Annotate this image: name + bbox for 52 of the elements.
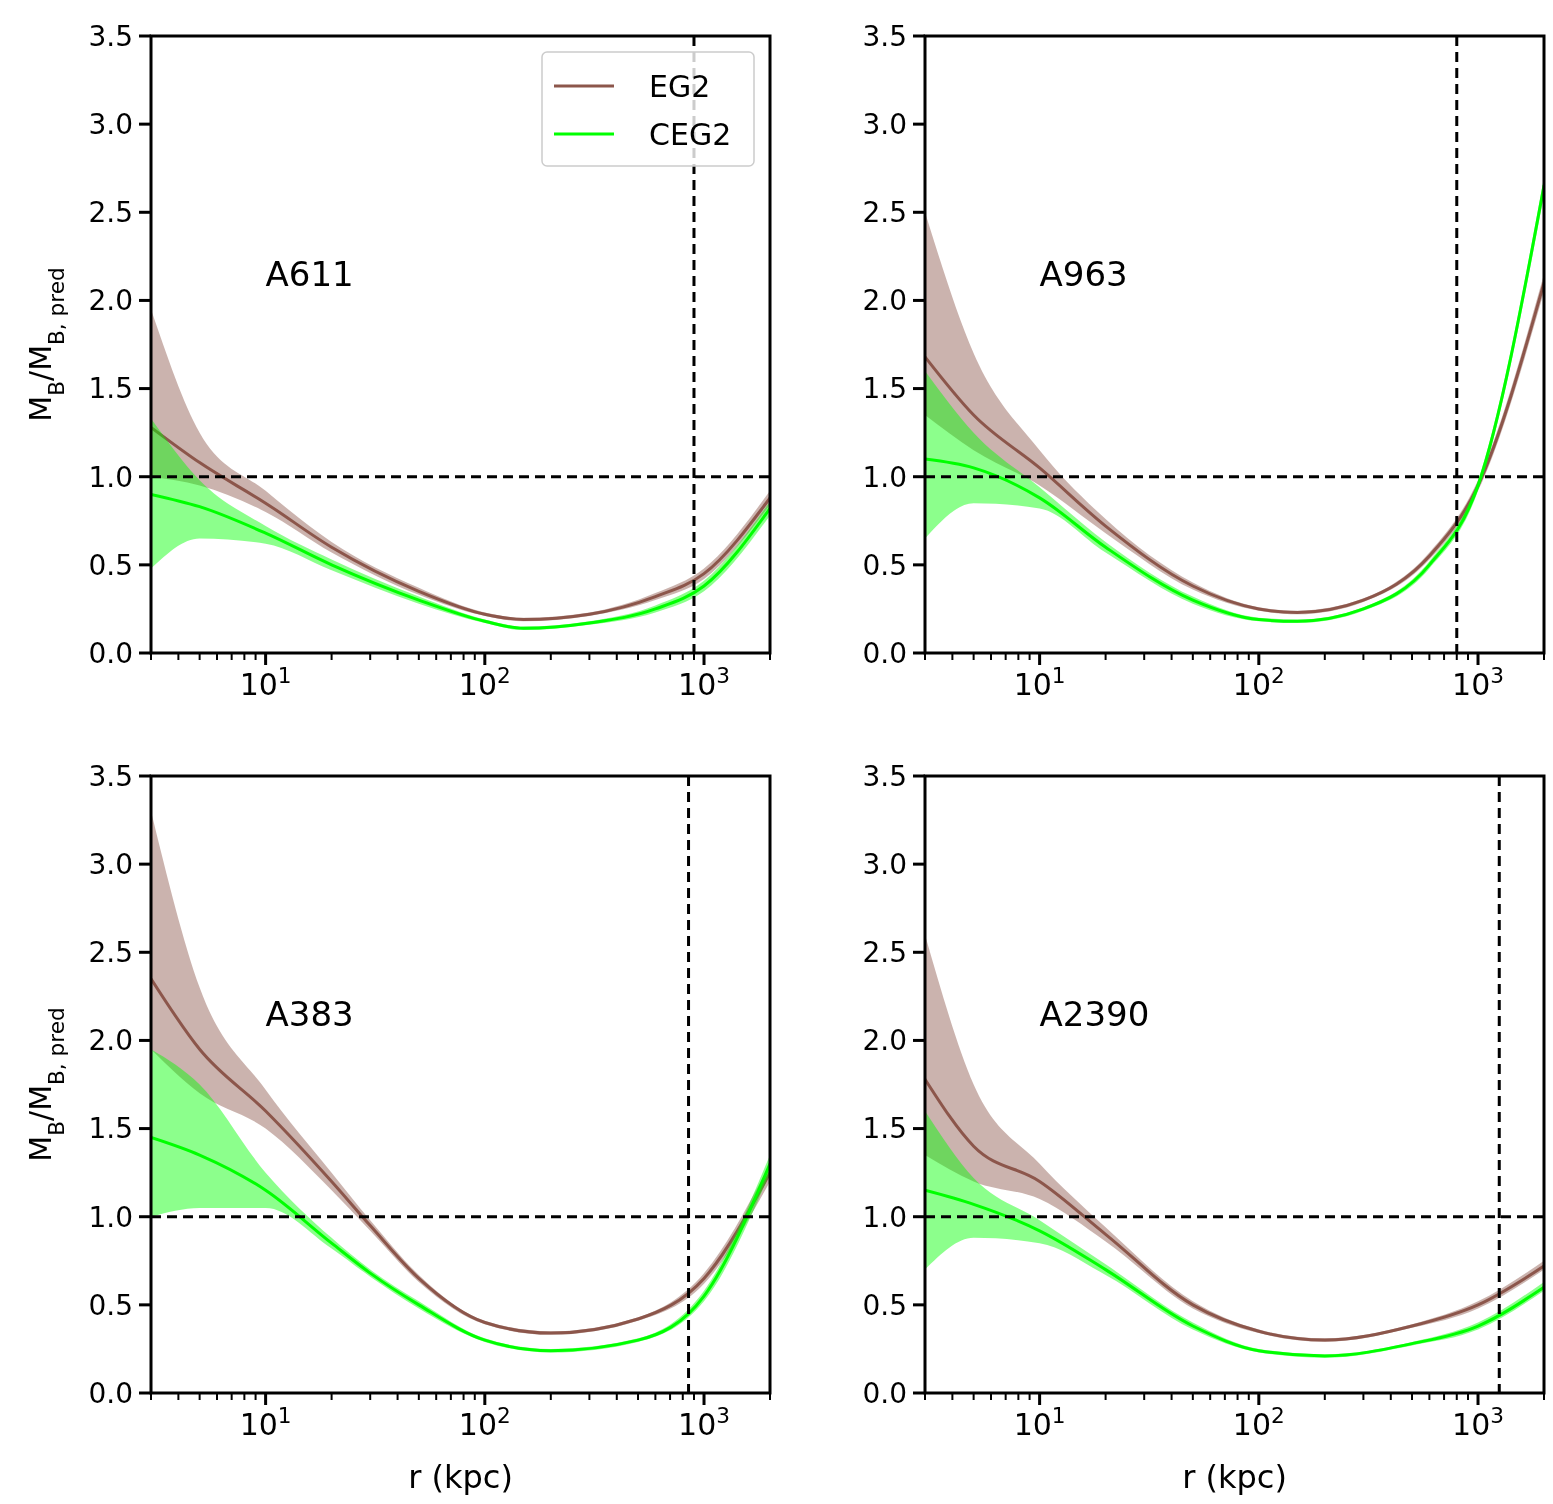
y-tick-label: 2.5 (862, 936, 907, 970)
x-axis-title: r (kpc) (408, 1458, 513, 1496)
annotation: A383 (265, 993, 354, 1034)
x-tick-label: 10$^{2}$ (458, 662, 511, 702)
y-tick-label: 1.0 (88, 460, 133, 494)
x-tick-label: 10$^{2}$ (1232, 662, 1285, 702)
y-tick-label: 2.0 (862, 284, 907, 318)
y-tick-label: 0.5 (88, 1288, 133, 1322)
y-tick-label: 3.0 (862, 107, 907, 141)
y-tick-label: 1.0 (88, 1200, 133, 1234)
x-tick-label: 10$^{1}$ (239, 1402, 292, 1442)
annotation: A963 (1039, 253, 1128, 294)
x-tick-label: 10$^{3}$ (1452, 1402, 1504, 1442)
y-tick-label: 0.0 (862, 1376, 907, 1410)
y-tick-label: 2.5 (88, 936, 133, 970)
x-tick-label: 10$^{2}$ (1232, 1402, 1285, 1442)
x-tick-label: 10$^{3}$ (1452, 662, 1504, 702)
y-tick-label: 0.0 (88, 636, 133, 670)
y-tick-label: 2.0 (862, 1024, 907, 1058)
y-tick-label: 3.0 (88, 107, 133, 141)
x-tick-label: 10$^{1}$ (239, 662, 292, 702)
y-tick-label: 3.5 (88, 759, 133, 793)
x-tick-label: 10$^{1}$ (1013, 1402, 1066, 1442)
y-tick-label: 2.0 (88, 1024, 133, 1058)
y-tick-label: 1.0 (862, 460, 907, 494)
y-tick-label: 2.5 (88, 196, 133, 230)
y-tick-label: 3.0 (88, 847, 133, 881)
y-tick-label: 1.0 (862, 1200, 907, 1234)
y-tick-label: 3.5 (88, 19, 133, 53)
x-tick-label: 10$^{2}$ (458, 1402, 511, 1442)
y-tick-label: 0.5 (88, 548, 133, 582)
y-tick-label: 1.5 (862, 1112, 907, 1146)
x-tick-label: 10$^{3}$ (678, 662, 730, 702)
x-tick-label: 10$^{1}$ (1013, 662, 1066, 702)
y-tick-label: 1.5 (862, 372, 907, 406)
x-axis-title: r (kpc) (1182, 1458, 1287, 1496)
y-tick-label: 3.5 (862, 759, 907, 793)
y-tick-label: 3.5 (862, 19, 907, 53)
y-tick-label: 0.0 (88, 1376, 133, 1410)
y-tick-label: 2.0 (88, 284, 133, 318)
annotation: A611 (265, 253, 354, 294)
y-tick-label: 0.5 (862, 548, 907, 582)
legend-label: EG2 (649, 68, 711, 104)
legend-label: CEG2 (649, 116, 732, 152)
y-tick-label: 1.5 (88, 372, 133, 406)
y-tick-label: 1.5 (88, 1112, 133, 1146)
x-tick-label: 10$^{3}$ (678, 1402, 730, 1442)
y-tick-label: 0.0 (862, 636, 907, 670)
y-tick-label: 3.0 (862, 847, 907, 881)
y-tick-label: 0.5 (862, 1288, 907, 1322)
annotation: A2390 (1039, 993, 1150, 1034)
y-tick-label: 2.5 (862, 196, 907, 230)
